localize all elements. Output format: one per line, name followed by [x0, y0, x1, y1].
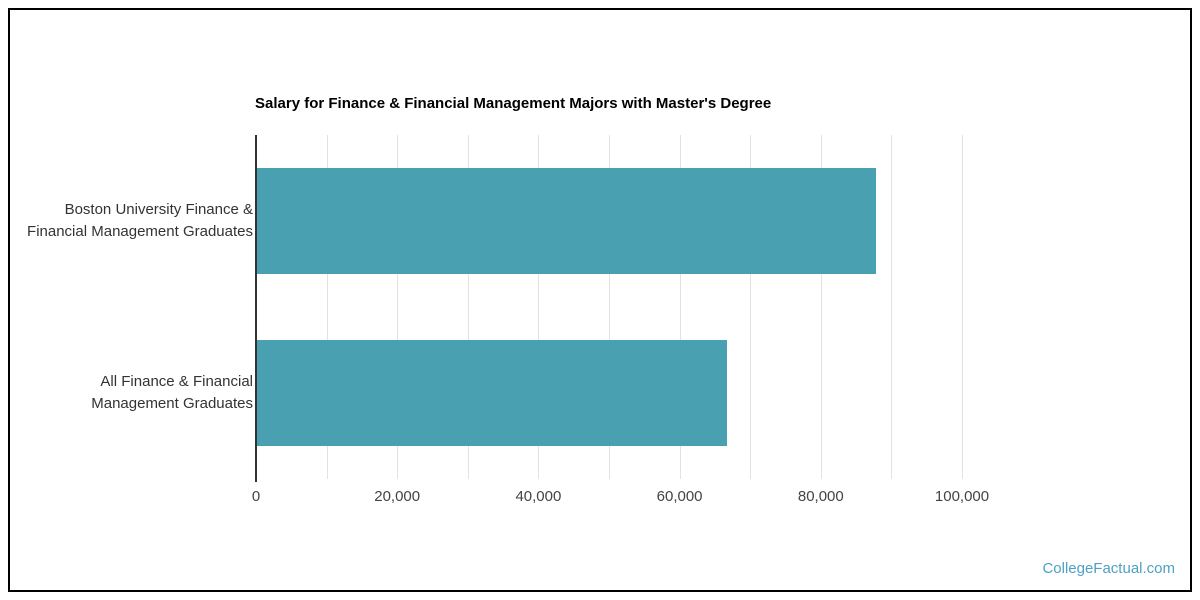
gridline — [538, 135, 540, 479]
category-label: Boston University Finance & Financial Man… — [22, 135, 253, 307]
gridline — [679, 135, 681, 479]
y-axis-line — [255, 135, 257, 482]
category-label-line: Management Graduates — [91, 395, 253, 412]
gridline — [891, 135, 893, 479]
gridline — [962, 135, 963, 479]
chart-title: Salary for Finance & Financial Managemen… — [255, 95, 772, 112]
category-label-line: Financial Management Graduates — [27, 223, 253, 240]
gridline — [397, 135, 399, 479]
chart-frame: Salary for Finance & Financial Managemen… — [8, 8, 1192, 592]
category-label-line: All Finance & Financial — [100, 373, 253, 390]
gridline — [326, 135, 328, 479]
x-tick-label: 60,000 — [656, 488, 703, 505]
gridline — [820, 135, 822, 479]
gridline — [609, 135, 610, 479]
plot-area — [256, 135, 963, 479]
x-tick-label: 80,000 — [797, 488, 844, 505]
bar — [256, 340, 727, 446]
bar — [256, 168, 876, 274]
x-tick-label: 100,000 — [934, 488, 990, 505]
category-label-line: Boston University Finance & — [64, 201, 253, 218]
gridline — [750, 135, 752, 479]
x-tick-label: 40,000 — [515, 488, 562, 505]
x-tick-label: 20,000 — [374, 488, 421, 505]
watermark-link[interactable]: CollegeFactual.com — [1042, 560, 1175, 577]
gridline — [467, 135, 469, 479]
x-tick-label: 0 — [251, 488, 261, 505]
category-label: All Finance & Financial Management Gradua… — [22, 307, 253, 479]
